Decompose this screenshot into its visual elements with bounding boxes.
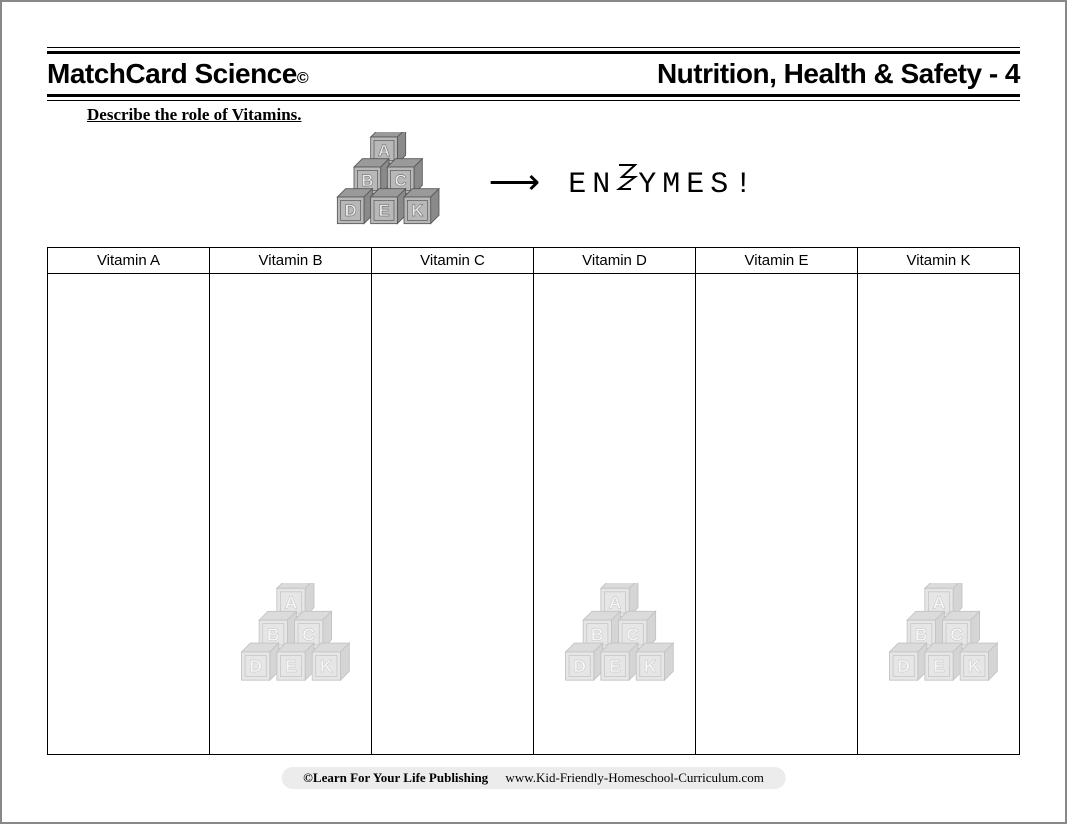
topic-title: Nutrition, Health & Safety - 4 bbox=[657, 58, 1020, 90]
svg-text:K: K bbox=[411, 201, 423, 220]
table-cell: AB C D E K bbox=[210, 274, 372, 755]
enzymes-label: ENYMES! bbox=[568, 162, 758, 202]
svg-text:A: A bbox=[378, 141, 390, 160]
svg-text:B: B bbox=[266, 624, 279, 644]
footer-url: www.Kid-Friendly-Homeschool-Curriculum.c… bbox=[505, 770, 763, 785]
watermark-blocks: AB C D E K bbox=[859, 583, 1019, 694]
svg-text:C: C bbox=[626, 624, 639, 644]
col-header: Vitamin E bbox=[696, 248, 858, 274]
svg-text:K: K bbox=[967, 656, 980, 676]
watermark-blocks: AB C D E K bbox=[535, 583, 695, 694]
header: MatchCard Science© Nutrition, Health & S… bbox=[47, 54, 1020, 94]
col-header: Vitamin A bbox=[48, 248, 210, 274]
svg-text:E: E bbox=[609, 656, 621, 676]
col-header: Vitamin C bbox=[372, 248, 534, 274]
watermark-blocks: AB C D E K bbox=[211, 583, 371, 694]
vitamin-blocks-icon: AB C D E K bbox=[535, 583, 695, 689]
svg-text:C: C bbox=[950, 624, 963, 644]
table-cell: AB C D E K bbox=[858, 274, 1020, 755]
brand-title: MatchCard Science© bbox=[47, 58, 308, 90]
worksheet-page: MatchCard Science© Nutrition, Health & S… bbox=[10, 10, 1057, 814]
svg-text:E: E bbox=[285, 656, 297, 676]
svg-text:B: B bbox=[914, 624, 927, 644]
vitamin-blocks-icon: AB C D E K bbox=[859, 583, 1019, 689]
svg-text:D: D bbox=[897, 656, 910, 676]
col-header: Vitamin K bbox=[858, 248, 1020, 274]
table-body-row: ABCDEK ABCDEK ABCDEK bbox=[48, 274, 1020, 755]
svg-text:K: K bbox=[643, 656, 656, 676]
svg-text:D: D bbox=[344, 201, 356, 220]
vitamin-blocks-icon: AB C D E K bbox=[211, 583, 371, 689]
svg-text:A: A bbox=[932, 593, 945, 613]
table-cell bbox=[372, 274, 534, 755]
publisher-text: ©Learn For Your Life Publishing bbox=[303, 770, 488, 785]
table-cell: AB C D E K bbox=[534, 274, 696, 755]
top-illustration: AB C D E K ⟶ ENYMES! bbox=[47, 127, 1020, 237]
svg-text:A: A bbox=[608, 593, 621, 613]
vitamin-blocks-icon: AB C D E K bbox=[309, 132, 459, 232]
svg-text:E: E bbox=[378, 201, 389, 220]
svg-text:C: C bbox=[394, 171, 406, 190]
svg-text:D: D bbox=[573, 656, 586, 676]
table-cell bbox=[48, 274, 210, 755]
svg-text:B: B bbox=[590, 624, 603, 644]
svg-text:D: D bbox=[249, 656, 262, 676]
copyright-symbol: © bbox=[297, 70, 308, 87]
vitamin-table: Vitamin A Vitamin B Vitamin C Vitamin D … bbox=[47, 247, 1020, 755]
svg-text:C: C bbox=[302, 624, 315, 644]
footer: ©Learn For Your Life Publishing www.Kid-… bbox=[281, 767, 786, 789]
table-header-row: Vitamin A Vitamin B Vitamin C Vitamin D … bbox=[48, 248, 1020, 274]
arrow-icon: ⟶ bbox=[489, 161, 539, 203]
rule-mid-thin bbox=[47, 100, 1020, 101]
table-cell bbox=[696, 274, 858, 755]
svg-text:A: A bbox=[284, 593, 297, 613]
brand-text: MatchCard Science bbox=[47, 58, 297, 89]
col-header: Vitamin B bbox=[210, 248, 372, 274]
svg-text:K: K bbox=[319, 656, 332, 676]
instruction-text: Describe the role of Vitamins. bbox=[87, 105, 1020, 125]
svg-text:E: E bbox=[933, 656, 945, 676]
svg-text:B: B bbox=[361, 171, 373, 190]
col-header: Vitamin D bbox=[534, 248, 696, 274]
